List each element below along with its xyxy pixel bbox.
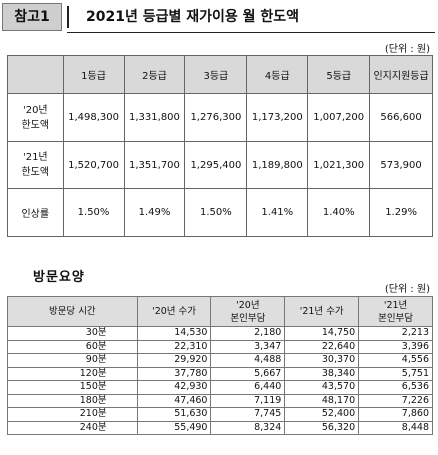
- copay-2020-cell: 7,745: [210, 407, 286, 422]
- copay-2021-cell: 3,396: [358, 339, 433, 354]
- col-grade-4: 4등급: [246, 55, 309, 94]
- copay-2021-cell: 7,226: [358, 393, 433, 408]
- section-title-home-visit-care: 방문요양: [33, 270, 85, 285]
- fee-2020-cell: 22,310: [136, 339, 212, 354]
- fee-2021-cell: 56,320: [284, 420, 360, 435]
- fee-2021-cell: 22,640: [284, 339, 360, 354]
- visit-time-cell: 120분: [7, 366, 138, 381]
- limit-cell: 1,351,700: [123, 141, 186, 189]
- visit-time-cell: 90분: [7, 353, 138, 368]
- copay-2020-cell: 4,488: [210, 353, 286, 368]
- copay-2020-cell: 2,180: [210, 326, 286, 341]
- rate-cell: 1.41%: [246, 188, 309, 237]
- visit-time-cell: 180분: [7, 393, 138, 408]
- table-row: 240분 55,490 8,324 56,320 8,448: [7, 420, 433, 435]
- table-row: 180분 47,460 7,119 48,170 7,226: [7, 393, 433, 408]
- limit-cell: 1,520,700: [62, 141, 125, 189]
- monthly-limit-table: 1등급 2등급 3등급 4등급 5등급 인지지원등급 '20년 한도액 1,498…: [7, 55, 433, 237]
- col-fee-2021: '21년 수가: [284, 296, 360, 327]
- fee-2021-cell: 14,750: [284, 326, 360, 341]
- page-title: 2021년 등급별 재가이용 월 한도액: [86, 9, 300, 25]
- table-row: 150분 42,930 6,440 43,570 6,536: [7, 380, 433, 395]
- copay-2020-cell: 8,324: [210, 420, 286, 435]
- fee-2021-cell: 43,570: [284, 380, 360, 395]
- home-visit-fee-table: 방문당 시간 '20년 수가 '20년 본인부담 '21년 수가 '21년 본인부담…: [7, 296, 433, 435]
- limit-table-unit: (단위 : 원): [384, 44, 430, 55]
- table-row: 210분 51,630 7,745 52,400 7,860: [7, 407, 433, 422]
- limit-cell: 1,331,800: [123, 93, 186, 142]
- limit-cell: 1,295,400: [184, 141, 248, 189]
- limit-cell: 1,007,200: [307, 93, 371, 142]
- fee-2020-cell: 14,530: [136, 326, 212, 341]
- copay-2021-cell: 2,213: [358, 326, 433, 341]
- table-row: 30분 14,530 2,180 14,750 2,213: [7, 326, 433, 341]
- copay-2021-cell: 8,448: [358, 420, 433, 435]
- copay-2021-cell: 4,556: [358, 353, 433, 368]
- fee-2021-cell: 38,340: [284, 366, 360, 381]
- col-grade-5: 5등급: [307, 55, 371, 94]
- limit-corner-cell: [7, 55, 64, 94]
- table-row: 90분 29,920 4,488 30,370 4,556: [7, 353, 433, 368]
- copay-2021-cell: 6,536: [358, 380, 433, 395]
- col-copay-2021: '21년 본인부담: [358, 296, 433, 327]
- fee-2021-cell: 30,370: [284, 353, 360, 368]
- col-grade-3: 3등급: [184, 55, 248, 94]
- row-label: '21년 한도액: [7, 141, 64, 189]
- limit-row-increase-rate: 인상률 1.50% 1.49% 1.50% 1.41% 1.40% 1.29%: [7, 188, 433, 237]
- visit-time-cell: 30분: [7, 326, 138, 341]
- limit-cell: 1,189,800: [246, 141, 309, 189]
- fee-2020-cell: 37,780: [136, 366, 212, 381]
- limit-cell: 1,173,200: [246, 93, 309, 142]
- col-visit-time: 방문당 시간: [7, 296, 138, 327]
- fee-2021-cell: 48,170: [284, 393, 360, 408]
- table-row: 60분 22,310 3,347 22,640 3,396: [7, 339, 433, 354]
- fee-2020-cell: 51,630: [136, 407, 212, 422]
- col-fee-2020: '20년 수가: [136, 296, 212, 327]
- row-label: 인상률: [7, 188, 64, 237]
- copay-2021-cell: 5,751: [358, 366, 433, 381]
- copay-2021-cell: 7,860: [358, 407, 433, 422]
- visit-time-cell: 210분: [7, 407, 138, 422]
- visit-table-unit: (단위 : 원): [384, 284, 430, 295]
- copay-2020-cell: 5,667: [210, 366, 286, 381]
- col-cognitive-support-grade: 인지지원등급: [369, 55, 433, 94]
- header-divider: [67, 6, 69, 28]
- fee-2020-cell: 42,930: [136, 380, 212, 395]
- document-header: 참고1 2021년 등급별 재가이용 월 한도액: [2, 3, 435, 33]
- limit-cell: 1,498,300: [62, 93, 125, 142]
- limit-cell: 573,900: [369, 141, 433, 189]
- limit-cell: 566,600: [369, 93, 433, 142]
- copay-2020-cell: 7,119: [210, 393, 286, 408]
- visit-time-cell: 150분: [7, 380, 138, 395]
- col-grade-1: 1등급: [62, 55, 125, 94]
- fee-2020-cell: 55,490: [136, 420, 212, 435]
- fee-2020-cell: 47,460: [136, 393, 212, 408]
- col-grade-2: 2등급: [123, 55, 186, 94]
- visit-time-cell: 60분: [7, 339, 138, 354]
- limit-cell: 1,021,300: [307, 141, 371, 189]
- title-underline: [67, 32, 435, 33]
- limit-row-2020: '20년 한도액 1,498,300 1,331,800 1,276,300 1,…: [7, 93, 433, 142]
- rate-cell: 1.50%: [184, 188, 248, 237]
- reference-badge: 참고1: [2, 3, 62, 31]
- limit-row-2021: '21년 한도액 1,520,700 1,351,700 1,295,400 1,…: [7, 141, 433, 189]
- rate-cell: 1.50%: [62, 188, 125, 237]
- rate-cell: 1.29%: [369, 188, 433, 237]
- copay-2020-cell: 3,347: [210, 339, 286, 354]
- rate-cell: 1.40%: [307, 188, 371, 237]
- visit-time-cell: 240분: [7, 420, 138, 435]
- table-row: 120분 37,780 5,667 38,340 5,751: [7, 366, 433, 381]
- row-label: '20년 한도액: [7, 93, 64, 142]
- rate-cell: 1.49%: [123, 188, 186, 237]
- fee-2021-cell: 52,400: [284, 407, 360, 422]
- col-copay-2020: '20년 본인부담: [210, 296, 286, 327]
- limit-cell: 1,276,300: [184, 93, 248, 142]
- visit-header-row: 방문당 시간 '20년 수가 '20년 본인부담 '21년 수가 '21년 본인부담: [7, 296, 433, 327]
- fee-2020-cell: 29,920: [136, 353, 212, 368]
- copay-2020-cell: 6,440: [210, 380, 286, 395]
- limit-header-row: 1등급 2등급 3등급 4등급 5등급 인지지원등급: [7, 55, 433, 94]
